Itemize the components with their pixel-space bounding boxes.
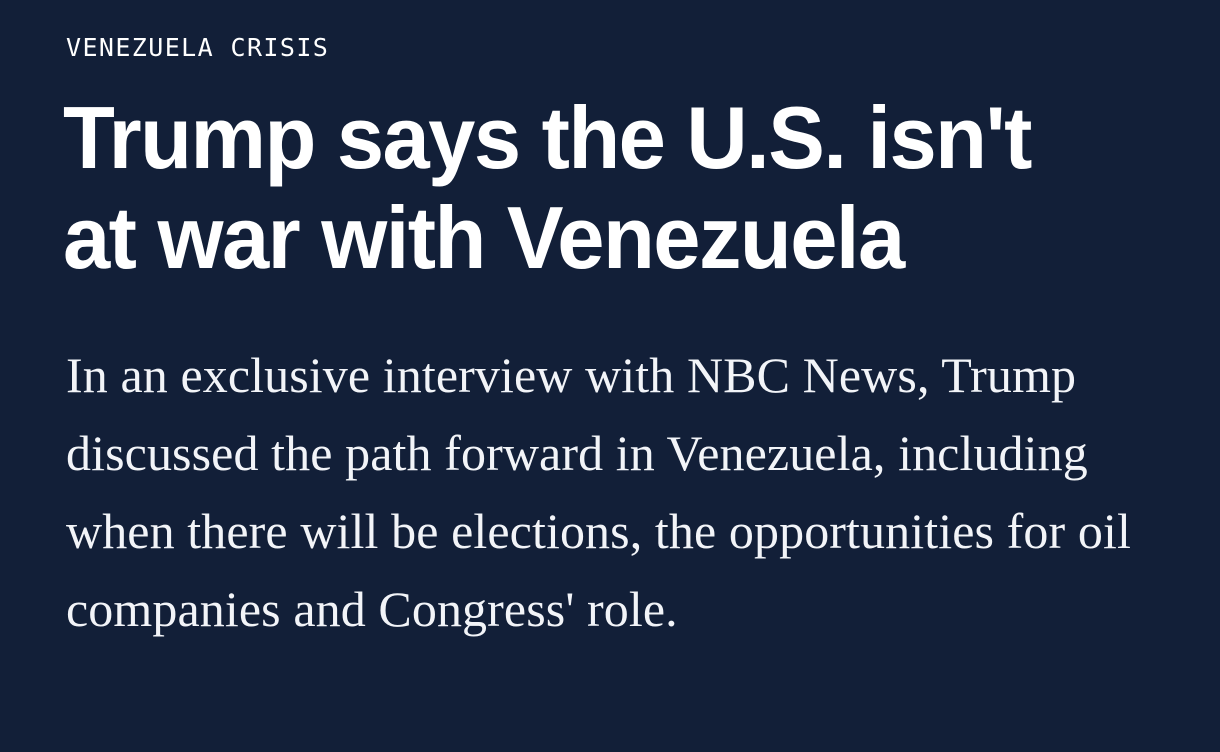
article-kicker[interactable]: VENEZUELA CRISIS: [66, 33, 330, 62]
article-dek: In an exclusive interview with NBC News,…: [66, 347, 1131, 637]
article-headline[interactable]: Trump says the U.S. isn't at war with Ve…: [63, 88, 1032, 287]
